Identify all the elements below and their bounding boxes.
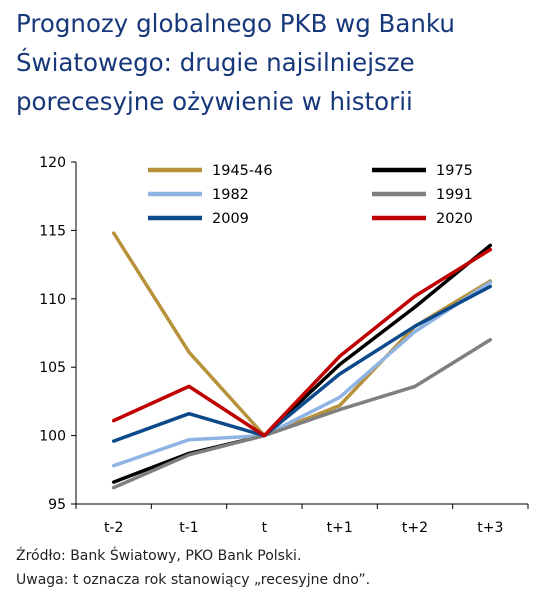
source-note: Źródło: Bank Światowy, PKO Bank Polski. <box>16 548 302 564</box>
y-tick-label: 95 <box>48 497 66 513</box>
remark-note: Uwaga: t oznacza rok stanowiący „recesyj… <box>16 572 371 588</box>
x-tick-label: t <box>262 520 268 536</box>
series-line-1975 <box>111 243 493 484</box>
y-tick-label: 100 <box>39 429 66 445</box>
legend-label: 1991 <box>436 187 473 203</box>
title-line-1: Prognozy globalnego PKB wg Banku <box>16 9 455 38</box>
x-tick-label: t+3 <box>477 520 503 536</box>
legend-label: 2009 <box>212 211 249 227</box>
series-line-2009 <box>111 284 493 443</box>
series-lines <box>111 231 493 490</box>
y-tick-label: 105 <box>39 360 66 376</box>
x-tick-label: t+1 <box>327 520 353 536</box>
legend-label: 2020 <box>436 211 473 227</box>
x-tick-label: t-1 <box>179 520 198 536</box>
legend-label: 1945-46 <box>212 163 273 179</box>
chart-notes: Źródło: Bank Światowy, PKO Bank Polski. … <box>16 544 370 592</box>
legend-label: 1975 <box>436 163 473 179</box>
x-tick-label: t-2 <box>104 520 123 536</box>
axes: 95 100 105 110 115 120 t-2 t-1 t t+1 t+2 t+3 <box>39 155 529 536</box>
series-line-1991 <box>111 338 493 490</box>
line-chart: 95 100 105 110 115 120 t-2 t-1 t t+1 t+2 t+3 1945-4… <box>39 155 529 536</box>
title-line-3: porecesyjne ożywienie w historii <box>16 87 413 116</box>
title-line-2: Światowego: drugie najsilniejsze <box>16 48 415 77</box>
legend-label: 1982 <box>212 187 249 203</box>
x-tick-label: t+2 <box>402 520 428 536</box>
y-tick-label: 120 <box>39 155 66 171</box>
legend: 1945-46 1975 1982 1991 2009 2020 <box>148 163 473 227</box>
series-line-2020 <box>111 247 493 438</box>
series-line-1982 <box>111 280 493 468</box>
y-tick-label: 110 <box>39 292 66 308</box>
chart-title: Prognozy globalnego PKB wg Banku Światow… <box>16 4 546 121</box>
y-tick-label: 115 <box>39 223 66 239</box>
